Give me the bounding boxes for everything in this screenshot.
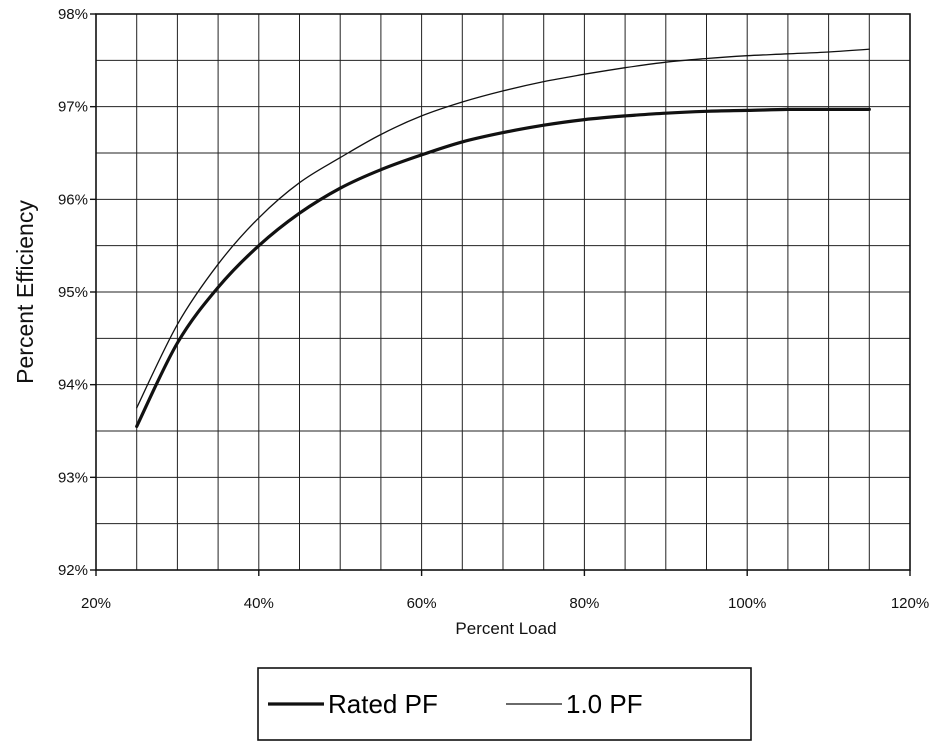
y-tick-label: 95% xyxy=(58,284,88,301)
grid xyxy=(96,14,910,570)
x-tick-label: 40% xyxy=(244,595,274,612)
x-tick-label: 120% xyxy=(891,595,929,612)
tick-labels: 20% 40% 60% 80% 100% 120% 92% 93% 94% 95% 96% 97% 98… xyxy=(58,6,929,612)
x-axis-title: Percent Load xyxy=(455,619,556,638)
y-axis-title: Percent Efficiency xyxy=(12,200,38,384)
legend-box xyxy=(257,667,752,741)
series-line-1pf xyxy=(136,48,870,409)
series-line-rated-pf xyxy=(135,107,871,428)
x-tick-label: 20% xyxy=(81,595,111,612)
legend-label-1pf: 1.0 PF xyxy=(566,689,643,719)
x-tick-label: 80% xyxy=(569,595,599,612)
x-tick-label: 100% xyxy=(728,595,766,612)
legend: Rated PF 1.0 PF xyxy=(257,667,752,741)
legend-label-rated-pf: Rated PF xyxy=(328,689,438,719)
y-tick-label: 92% xyxy=(58,562,88,579)
y-tick-label: 98% xyxy=(58,6,88,23)
y-tick-label: 96% xyxy=(58,191,88,208)
y-tick-label: 94% xyxy=(58,377,88,394)
axes xyxy=(90,13,911,576)
y-tick-label: 93% xyxy=(58,469,88,486)
x-tick-label: 60% xyxy=(407,595,437,612)
y-tick-label: 97% xyxy=(58,99,88,116)
series-lines xyxy=(135,48,871,428)
